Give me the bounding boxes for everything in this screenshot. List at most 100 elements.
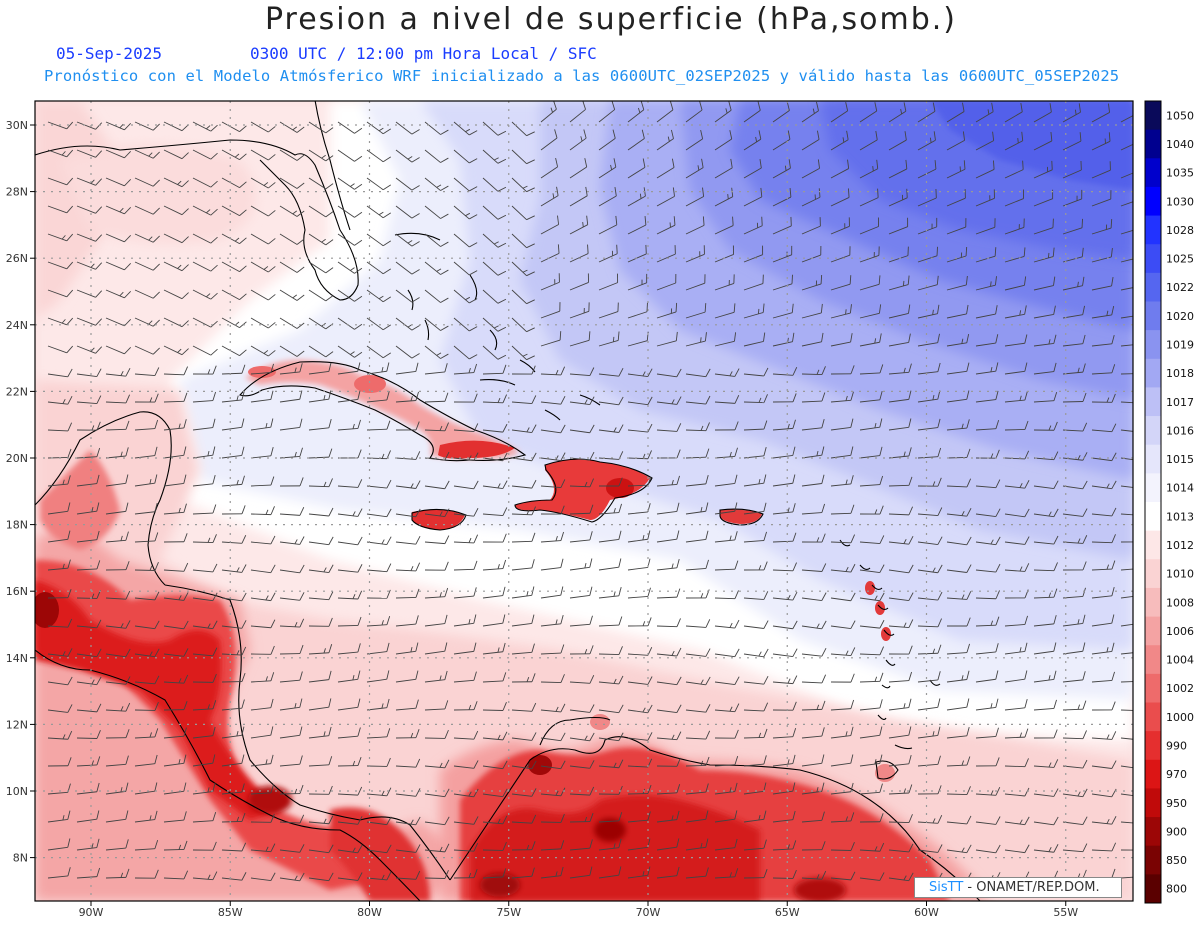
wind-barb [424, 816, 450, 826]
wind-barb [917, 618, 942, 628]
wind-barb [308, 815, 334, 825]
wind-barb [888, 275, 910, 291]
wind-barb [1120, 737, 1133, 740]
wind-barb [163, 782, 187, 795]
wind-barb [424, 700, 449, 711]
colorbar-label: 1030 [1166, 195, 1194, 208]
wind-barb [105, 648, 131, 658]
wind-barb [76, 395, 102, 405]
wind-barb [1004, 189, 1025, 207]
wind-barb [163, 261, 189, 272]
wind-barb [714, 729, 739, 739]
wind-barb [47, 121, 74, 130]
wind-barb [917, 477, 942, 487]
wind-barb [888, 217, 909, 235]
wind-barb [627, 732, 653, 741]
wind-barb [453, 816, 479, 825]
wind-barb [250, 233, 276, 245]
lon-label: 80W [357, 906, 382, 919]
wind-barb [1120, 765, 1133, 769]
wind-barb [47, 205, 74, 214]
wind-barb [1120, 287, 1133, 291]
wind-barb [482, 261, 507, 276]
wind-barb [1033, 218, 1054, 235]
wind-barb [163, 289, 189, 300]
wind-barb [1120, 201, 1133, 207]
wind-barb [946, 160, 966, 179]
wind-barb [482, 394, 508, 404]
wind-barb [192, 592, 218, 602]
wind-barb [859, 592, 885, 602]
wind-barb [337, 590, 363, 600]
wind-barb [685, 502, 709, 515]
wind-barb [453, 614, 477, 627]
wind-barb [424, 392, 449, 403]
wind-barb [830, 504, 855, 515]
wind-barb [366, 317, 391, 331]
colorbar-swatch [1145, 817, 1161, 847]
wind-barb [627, 129, 645, 151]
wind-barb [47, 502, 71, 515]
wind-barb [1091, 842, 1117, 852]
wind-barb [569, 273, 589, 291]
wind-barb [830, 159, 850, 179]
wind-barb [424, 317, 449, 331]
wind-barb [917, 591, 943, 601]
wind-barb [308, 448, 333, 459]
wind-barb [1120, 143, 1133, 151]
colorbar-label: 1012 [1166, 539, 1194, 552]
wind-barb [830, 101, 849, 123]
wind-barb [1120, 315, 1133, 319]
wind-barb [772, 303, 794, 319]
wind-barb [250, 418, 274, 431]
wind-barb [685, 648, 711, 657]
graticule [35, 101, 1133, 901]
wind-barb [47, 648, 73, 657]
wind-barb [1091, 788, 1117, 798]
wind-barb [1033, 759, 1059, 768]
wind-barb [598, 704, 624, 714]
wind-barb [569, 129, 587, 151]
wind-barb [279, 317, 305, 329]
wind-barb [453, 177, 478, 192]
wind-barb [801, 101, 819, 123]
wind-barb [1033, 788, 1059, 797]
wind-barb [946, 131, 965, 151]
wind-barb [975, 131, 995, 151]
wind-barb [134, 205, 160, 215]
wind-barb [1091, 161, 1111, 179]
wind-barb [250, 447, 274, 459]
wind-barb [743, 303, 765, 319]
wind-barb [308, 872, 334, 882]
wind-barb [801, 754, 825, 767]
wind-barb [656, 866, 680, 879]
wind-barb [105, 233, 132, 243]
wind-barb [250, 535, 276, 545]
wind-barb [801, 130, 820, 151]
wind-barb [714, 619, 740, 629]
wind-barb [598, 215, 618, 235]
wind-barb [192, 149, 218, 160]
wind-barb [424, 480, 450, 490]
wind-barb [598, 424, 624, 433]
wind-barb [1004, 160, 1024, 179]
wind-barb [221, 812, 246, 823]
wind-barb [308, 670, 332, 683]
wind-barb [946, 844, 972, 854]
wind-barb [482, 121, 507, 136]
wind-barb [395, 362, 419, 375]
wind-barb [47, 704, 73, 713]
wind-barb [772, 810, 796, 823]
wind-barb [482, 289, 507, 304]
wind-barb [540, 331, 562, 347]
wind-barb [337, 508, 363, 517]
wind-barb [540, 674, 565, 684]
wind-barb [250, 177, 276, 189]
wind-barb [569, 215, 589, 235]
wind-barb [395, 816, 421, 826]
wind-barb [946, 390, 970, 403]
wind-barb [134, 289, 160, 299]
wind-barb [917, 131, 936, 151]
wind-barb [453, 480, 479, 490]
wind-barb [598, 646, 623, 656]
